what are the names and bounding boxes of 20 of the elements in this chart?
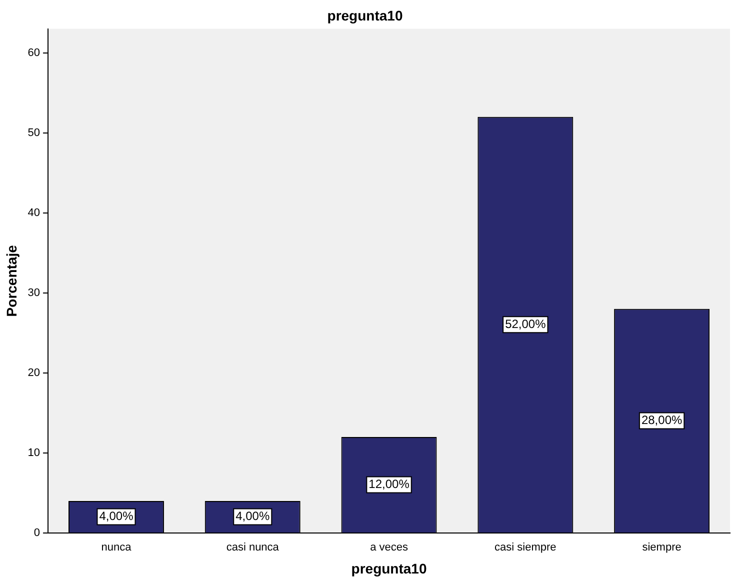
y-tick-label: 0 (34, 527, 40, 540)
y-tick-label: 20 (28, 366, 40, 379)
y-tick-label: 50 (28, 126, 40, 139)
y-tick-label: 10 (28, 447, 40, 459)
y-tick-label: 40 (28, 206, 40, 219)
x-tick-label: nunca (101, 542, 132, 554)
data-label: 4,00% (236, 509, 270, 524)
data-label: 52,00% (505, 316, 546, 331)
chart-title: pregunta10 (327, 7, 403, 24)
y-axis-title: Porcentaje (3, 244, 20, 317)
x-tick-label: a veces (370, 542, 408, 554)
data-label: 28,00% (641, 413, 682, 428)
x-tick-label: siempre (642, 542, 682, 554)
data-label: 12,00% (368, 477, 410, 492)
x-tick-label: casi nunca (226, 542, 280, 554)
y-tick-label: 60 (28, 46, 40, 59)
x-axis-title: pregunta10 (351, 560, 427, 576)
x-tick-label: casi siempre (494, 542, 556, 554)
y-tick-label: 30 (28, 286, 40, 299)
data-label: 4,00% (99, 509, 134, 524)
